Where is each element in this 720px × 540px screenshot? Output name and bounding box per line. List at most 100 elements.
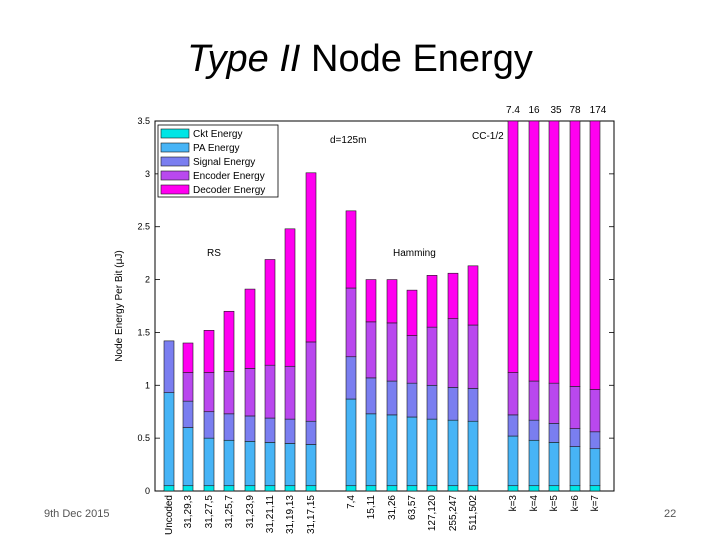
bar-0-2 [203,485,215,492]
bar-3-8 [345,287,357,358]
x-tick-label: 31,25,7 [224,495,235,529]
y-tick-label: 1.5 [137,327,150,337]
bar-3-14 [467,324,479,389]
bar-2-6 [284,418,296,444]
bar-3-18 [569,386,581,429]
bar-4-16 [528,120,540,382]
bar-4-11 [406,289,418,336]
bar-4-6 [284,228,296,367]
bar-0-10 [386,485,398,492]
bar-4-1 [182,342,194,373]
y-tick-label: 0 [145,486,150,496]
bar-0-16 [528,485,540,492]
bar-0-1 [182,485,194,492]
chart-annotation: CC-1/2 [472,131,504,142]
bar-4-13 [447,272,459,319]
bar-3-7 [305,341,317,422]
legend-label: Signal Energy [193,157,255,168]
legend-swatch [160,128,190,139]
bar-1-18 [569,446,581,487]
bar-1-10 [386,414,398,487]
overflow-label: 7.4 [506,105,520,116]
bar-1-6 [284,443,296,487]
bar-3-13 [447,318,459,388]
bar-2-7 [305,420,317,445]
x-tick-label: 31,26 [387,495,398,520]
bar-4-4 [244,288,256,369]
bar-0-7 [305,485,317,492]
bar-0-3 [223,485,235,492]
chart-annotation: RS [207,248,221,259]
bar-1-3 [223,439,235,487]
bar-2-16 [528,419,540,441]
legend-label: PA Energy [193,143,240,154]
bar-2-3 [223,413,235,441]
bar-1-14 [467,420,479,487]
x-tick-label: 63,57 [407,495,418,520]
bar-1-17 [548,442,560,487]
bar-1-2 [203,437,215,487]
bar-3-15 [507,372,519,416]
bar-4-9 [365,279,377,323]
x-tick-label: k=4 [529,495,540,512]
bar-3-16 [528,380,540,421]
bar-3-3 [223,371,235,415]
y-tick-label: 1 [145,380,150,390]
overflow-label: 174 [590,105,607,116]
bar-2-10 [386,380,398,416]
bar-4-12 [426,275,438,328]
bar-4-10 [386,279,398,324]
bar-3-19 [589,389,601,433]
bar-0-5 [264,485,276,492]
bar-4-7 [305,172,317,343]
x-tick-label: k=5 [549,495,560,512]
x-tick-label: 31,27,5 [204,495,215,529]
annotations-group: 7.4 16 35 78 174 d=125m CC-1/2 RS Hamming [207,105,607,259]
bar-2-4 [244,415,256,442]
bar-0-11 [406,485,418,492]
x-axis: Uncoded 31,29,3 31,27,5 31,25,7 31,23,9 31,21… [164,495,601,535]
bar-2-5 [264,417,276,443]
bar-3-5 [264,364,276,419]
bar-1-0 [163,392,175,487]
bar-3-4 [244,368,256,417]
legend-swatch [160,184,190,195]
bar-4-15 [507,120,519,373]
bar-2-18 [569,428,581,447]
overflow-label: 35 [550,105,562,116]
y-axis: 0 0.5 1 1.5 2 2.5 3 3.5 [137,116,614,496]
footer-date: 9th Dec 2015 [44,508,110,520]
x-tick-label: 31,19,13 [285,495,296,534]
y-tick-label: 2.5 [137,222,150,232]
bar-3-12 [426,326,438,386]
x-tick-label: 31,17,15 [306,495,317,534]
legend-swatch [160,170,190,181]
overflow-label: 78 [569,105,581,116]
title-rest: Node Energy [300,38,533,80]
bar-2-8 [345,356,357,400]
bar-4-19 [589,120,601,390]
bar-1-7 [305,444,317,487]
footer-page-number: 22 [664,508,677,520]
bar-4-14 [467,265,479,326]
bar-2-1 [182,400,194,428]
bar-0-18 [569,485,581,492]
y-tick-label: 3.5 [137,116,150,126]
bar-0-17 [548,485,560,492]
bar-1-1 [182,427,194,487]
x-tick-label: 255,247 [448,495,459,532]
bar-1-5 [264,442,276,487]
bar-2-12 [426,384,438,420]
bar-4-3 [223,310,235,372]
x-tick-label: 7,4 [346,495,357,509]
x-tick-label: 31,21,11 [265,495,276,534]
bar-1-8 [345,398,357,487]
bar-1-11 [406,416,418,487]
bar-4-17 [548,120,560,384]
chart-annotation: Hamming [393,248,436,259]
y-tick-label: 2 [145,275,150,285]
legend-swatch [160,142,190,153]
chart-annotation: d=125m [330,135,366,146]
bar-3-2 [203,372,215,413]
